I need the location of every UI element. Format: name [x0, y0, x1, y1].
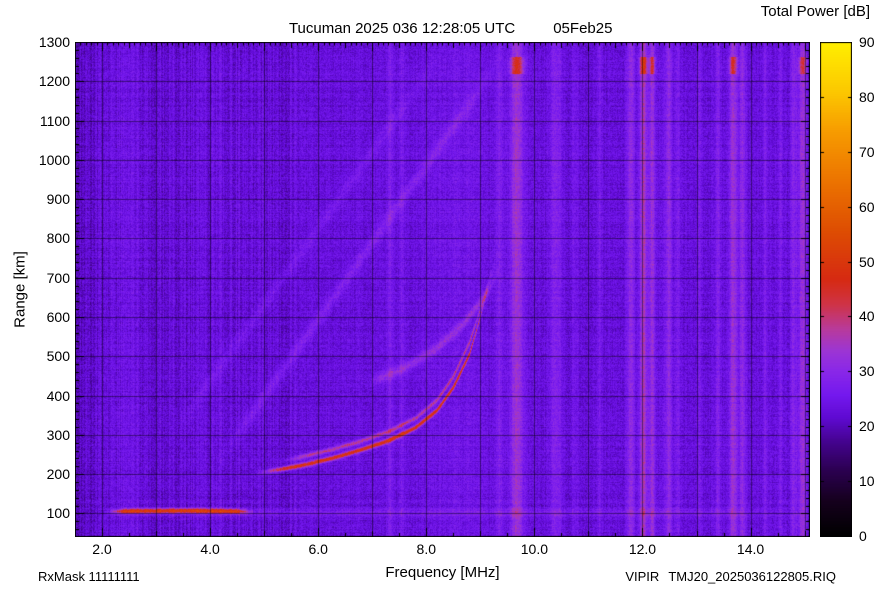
y-tick-label: 400 [46, 387, 70, 404]
x-tick-label: 2.0 [92, 541, 112, 557]
colorbar-tick-label: 80 [859, 88, 875, 105]
colorbar-tick-label: 50 [859, 253, 875, 270]
colorbar-tick-label: 20 [859, 418, 875, 435]
plot-title: Tucuman 2025 036 12:28:05 UTC [288, 20, 516, 37]
x-axis-label: Frequency [MHz] [385, 564, 500, 581]
x-tick-label: 6.0 [308, 541, 328, 557]
colorbar-tick-label: 70 [859, 143, 875, 160]
colorbar-tick-label: 60 [859, 198, 875, 215]
colorbar-title: Total Power [dB] [760, 3, 870, 20]
y-tick-label: 800 [46, 230, 70, 247]
y-tick-label: 100 [46, 505, 70, 522]
y-tick-label: 1100 [39, 112, 70, 129]
file-info: VIPIR TMJ20_2025036122805.RIQ [625, 569, 836, 584]
y-tick-label: 900 [46, 191, 70, 208]
ionogram-heatmap [75, 42, 810, 537]
x-tick-label: 4.0 [200, 541, 220, 557]
x-tick-label: 14.0 [736, 541, 765, 557]
filename-label: TMJ20_2025036122805.RIQ [668, 569, 836, 584]
system-label: VIPIR [625, 569, 660, 584]
plot-date: 05Feb25 [553, 20, 613, 37]
colorbar-tick-label: 90 [859, 34, 875, 50]
y-tick-label: 500 [46, 348, 70, 365]
colorbar-tick-label: 30 [859, 363, 875, 380]
y-tick-label: 300 [46, 426, 70, 443]
y-tick-label: 1000 [38, 151, 70, 168]
rxmask-label: RxMask 11111111 [38, 569, 140, 584]
y-tick-label: 1200 [38, 73, 70, 90]
x-tick-label: 12.0 [628, 541, 657, 557]
colorbar-tick-label: 0 [859, 528, 867, 544]
x-tick-label: 10.0 [520, 541, 548, 557]
y-tick-label: 700 [46, 269, 70, 286]
plot-header: Tucuman 2025 036 12:28:05 UTC 05Feb25 [75, 3, 810, 54]
x-tick-label: 8.0 [416, 541, 437, 557]
y-tick-label: 600 [46, 309, 70, 325]
colorbar [820, 42, 852, 537]
y-tick-label: 200 [46, 466, 70, 483]
colorbar-tick-label: 10 [859, 473, 875, 490]
y-tick-label: 1300 [38, 34, 70, 50]
colorbar-tick-label: 40 [859, 308, 875, 325]
